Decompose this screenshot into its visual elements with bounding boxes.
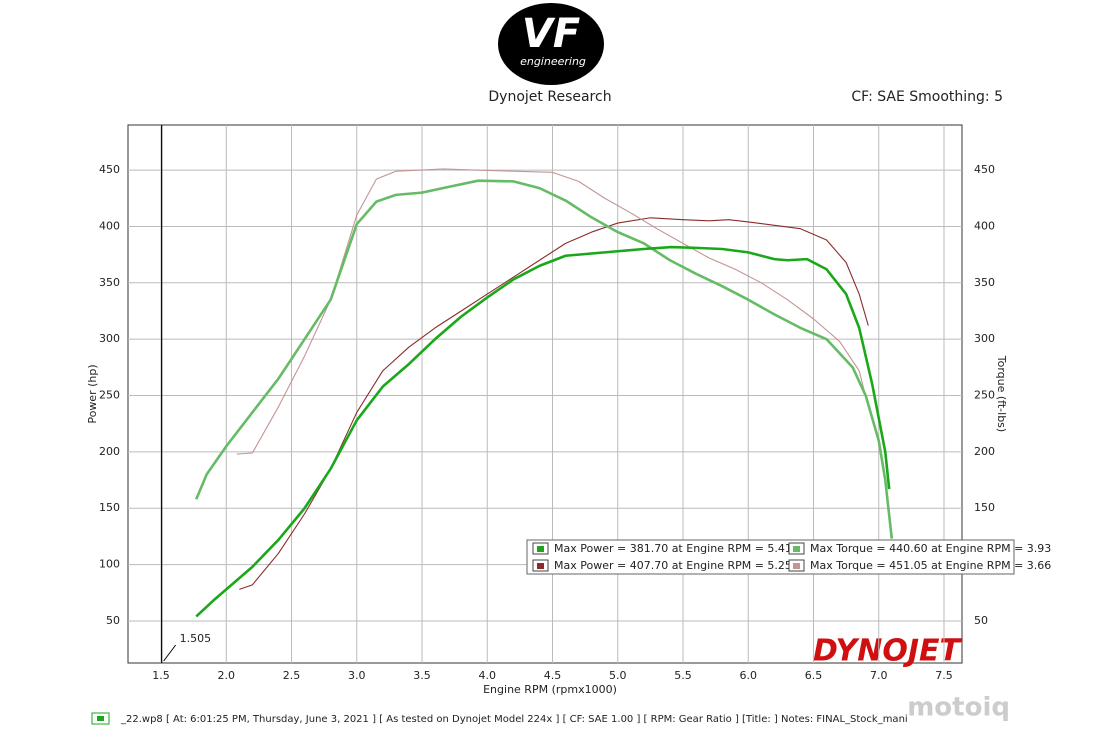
y2-tick-label: 200 (974, 445, 995, 458)
y-tick-label: 350 (99, 276, 120, 289)
y-tick-label: 200 (99, 445, 120, 458)
x-tick-label: 3.5 (413, 669, 431, 682)
y-tick-label: 150 (99, 501, 120, 514)
legend-box (526, 539, 1015, 575)
x-tick-label: 5.0 (609, 669, 627, 682)
cursor-arrow (163, 644, 177, 662)
footer-icon-fill (97, 716, 104, 721)
series-line (239, 217, 869, 590)
y2-axis-label: Torque (ft-lbs) (995, 355, 1008, 432)
y-tick-label: 300 (99, 332, 120, 345)
y2-tick-label: 50 (974, 614, 988, 627)
x-tick-label: 2.5 (283, 669, 301, 682)
x-tick-label: 4.5 (544, 669, 562, 682)
x-axis-label: Engine RPM (rpmx1000) (483, 683, 617, 696)
y-tick-label: 400 (99, 219, 120, 232)
x-tick-label: 5.5 (674, 669, 692, 682)
y2-tick-label: 350 (974, 276, 995, 289)
settings: CF: SAE Smoothing: 5 (851, 89, 1003, 105)
x-tick-label: 7.0 (870, 669, 888, 682)
x-tick-label: 1.5 (152, 669, 170, 682)
cursor-label: 1.505 (180, 632, 212, 645)
legend-swatch-fill (793, 563, 800, 569)
y-tick-label: 100 (99, 558, 120, 571)
brand: DYNOJET (813, 634, 963, 669)
x-tick-label: 7.5 (935, 669, 953, 682)
company: Dynojet Research (488, 89, 611, 105)
legend-label: Max Torque = 440.60 at Engine RPM = 3.93 (810, 542, 1051, 555)
x-tick-label: 4.0 (479, 669, 497, 682)
legend-label: Max Torque = 451.05 at Engine RPM = 3.66 (810, 559, 1051, 572)
y-tick-label: 50 (106, 614, 120, 627)
series-line (195, 179, 894, 539)
x-tick-label: 6.5 (805, 669, 823, 682)
watermark: motoiq (907, 693, 1010, 723)
y-axis-label: Power (hp) (86, 364, 99, 423)
logo-badge (498, 3, 604, 85)
plot-frame (127, 124, 963, 664)
y2-tick-label: 400 (974, 219, 995, 232)
y-tick-label: 450 (99, 163, 120, 176)
x-tick-label: 6.0 (739, 669, 757, 682)
legend-swatch-fill (537, 563, 544, 569)
y2-tick-label: 300 (974, 332, 995, 345)
series-line (195, 245, 891, 618)
logo: VF (522, 11, 580, 57)
x-tick-label: 3.0 (348, 669, 366, 682)
legend-label: Max Power = 381.70 at Engine RPM = 5.41 (554, 542, 792, 555)
legend-swatch-fill (793, 546, 800, 552)
x-tick-label: 2.0 (218, 669, 236, 682)
y2-tick-label: 250 (974, 389, 995, 402)
y2-tick-label: 450 (974, 163, 995, 176)
y2-tick-label: 150 (974, 501, 995, 514)
legend-swatch-fill (537, 546, 544, 552)
footer: _22.wp8 [ At: 6:01:25 PM, Thursday, June… (120, 714, 908, 725)
legend-label: Max Power = 407.70 at Engine RPM = 5.25 (554, 559, 792, 572)
logo-sub: engineering (520, 55, 586, 68)
y-tick-label: 250 (99, 389, 120, 402)
